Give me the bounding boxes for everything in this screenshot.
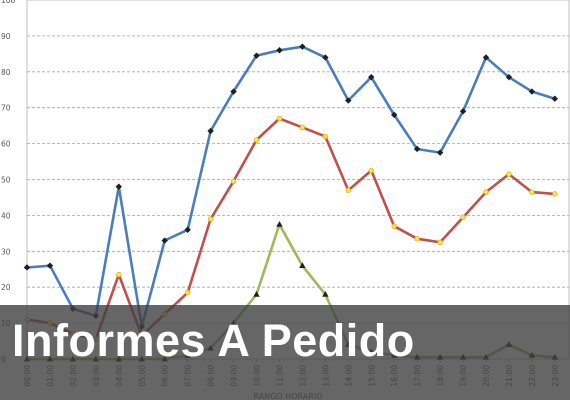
data-point — [322, 54, 329, 61]
data-point — [322, 133, 329, 140]
y-tick-label: 80 — [1, 68, 11, 77]
y-tick-label: 60 — [1, 140, 11, 149]
data-point — [276, 115, 283, 122]
banner-title: Informes A Pedido — [12, 315, 415, 366]
data-point — [230, 178, 237, 184]
data-point — [551, 95, 559, 102]
data-point — [414, 236, 420, 242]
data-point — [207, 216, 214, 222]
y-tick-label: 90 — [1, 32, 11, 41]
data-point — [230, 88, 237, 95]
data-point — [299, 262, 306, 269]
series-line-2 — [26, 117, 556, 341]
data-point — [391, 223, 397, 229]
data-point — [528, 88, 536, 95]
data-point — [345, 97, 352, 104]
data-point — [529, 189, 535, 195]
data-point — [46, 262, 54, 269]
data-point — [506, 171, 512, 177]
data-point — [161, 237, 168, 244]
data-point — [482, 54, 490, 61]
data-point — [436, 149, 444, 156]
y-tick-label: 20 — [1, 283, 11, 292]
y-tick-label: 30 — [1, 247, 11, 256]
data-point — [23, 264, 31, 271]
data-point — [299, 43, 306, 50]
data-point — [322, 290, 329, 297]
data-point — [368, 73, 375, 81]
data-point — [483, 189, 489, 195]
series-line-1 — [26, 45, 556, 329]
data-point — [505, 73, 513, 81]
data-point — [253, 52, 260, 59]
data-point — [459, 108, 467, 115]
data-point — [368, 167, 374, 174]
data-point — [253, 290, 260, 297]
data-point — [413, 145, 421, 153]
data-point — [115, 183, 122, 190]
data-point — [460, 214, 466, 220]
data-point — [437, 239, 443, 246]
y-tick-label: 40 — [1, 211, 11, 220]
data-point — [391, 111, 398, 119]
data-point — [552, 191, 558, 197]
data-point — [299, 124, 306, 131]
y-tick-label: 100 — [1, 0, 16, 5]
data-point — [116, 271, 122, 278]
data-point — [253, 137, 260, 143]
y-tick-label: 50 — [1, 176, 11, 185]
title-banner — [0, 305, 570, 400]
y-tick-label: 70 — [1, 104, 11, 113]
data-point — [276, 47, 283, 54]
data-point — [276, 220, 283, 227]
data-point — [184, 226, 191, 233]
data-point — [207, 127, 214, 135]
data-point — [184, 289, 191, 296]
data-point — [345, 187, 351, 193]
